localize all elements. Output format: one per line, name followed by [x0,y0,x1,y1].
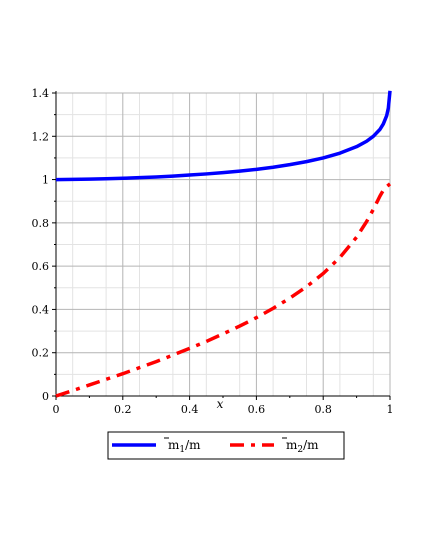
x-tick-label: 0.4 [181,403,199,416]
y-tick-label: 0.2 [32,347,50,360]
legend: m1/m m2/m [107,431,345,460]
x-tick-label: 0.2 [114,403,132,416]
x-tick-label: 1 [387,403,394,416]
legend-label-2: m2/m [286,438,319,455]
y-tick-label: 1.4 [32,87,50,100]
series-line-1 [55,90,392,182]
axes [52,91,391,400]
y-tick-label: 0.6 [32,260,50,273]
series-line-2 [55,182,392,398]
y-tick-label: 0.4 [32,303,50,316]
x-tick-label: 0 [53,403,60,416]
tick-labels: 0 0.2 0.4 0.6 0.8 1 0 0.2 0.4 0.6 0.8 1 1.2 1.4 [32,87,394,416]
y-tick-label: 1.2 [32,130,50,143]
grid [56,92,391,396]
series-layer [55,90,392,398]
x-axis-title: x [217,397,224,411]
y-tick-label: 0 [42,390,49,403]
y-tick-label: 0.8 [32,217,50,230]
legend-label-1: m1/m [168,438,201,455]
x-tick-label: 0.6 [248,403,266,416]
y-tick-label: 1 [42,174,49,187]
x-tick-label: 0.8 [314,403,332,416]
